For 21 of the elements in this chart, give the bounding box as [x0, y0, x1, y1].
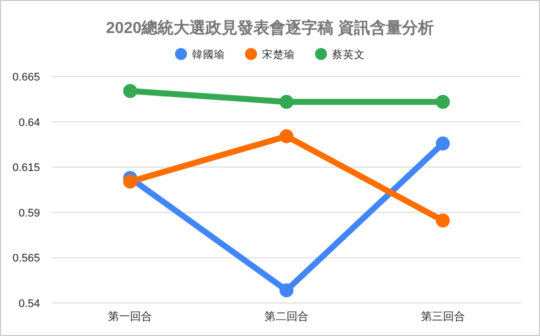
y-tick-label: 0.54 [18, 298, 40, 310]
point [436, 94, 450, 109]
chart-title: 2020總統大選政見發表會逐字稿 資訊含量分析 [106, 18, 434, 37]
legend-label: 蔡英文 [332, 48, 365, 61]
point [123, 174, 138, 189]
y-tick-label: 0.615 [12, 162, 40, 174]
legend-label: 韓國瑜 [192, 48, 225, 61]
point [436, 214, 450, 228]
y-tick-label: 0.64 [18, 116, 40, 129]
point [280, 129, 294, 144]
x-tick-label: 第三回合 [420, 310, 465, 323]
y-tick-label: 0.565 [12, 252, 40, 265]
x-tick-label: 第二回合 [264, 310, 308, 323]
point [123, 84, 138, 98]
y-tick-label: 0.665 [12, 72, 40, 84]
legend-label: 宋楚瑜 [262, 48, 295, 61]
point [436, 136, 450, 151]
x-tick-label: 第一回合 [108, 310, 152, 323]
point [280, 283, 294, 298]
y-tick-label: 0.59 [18, 207, 40, 220]
point [280, 94, 294, 109]
